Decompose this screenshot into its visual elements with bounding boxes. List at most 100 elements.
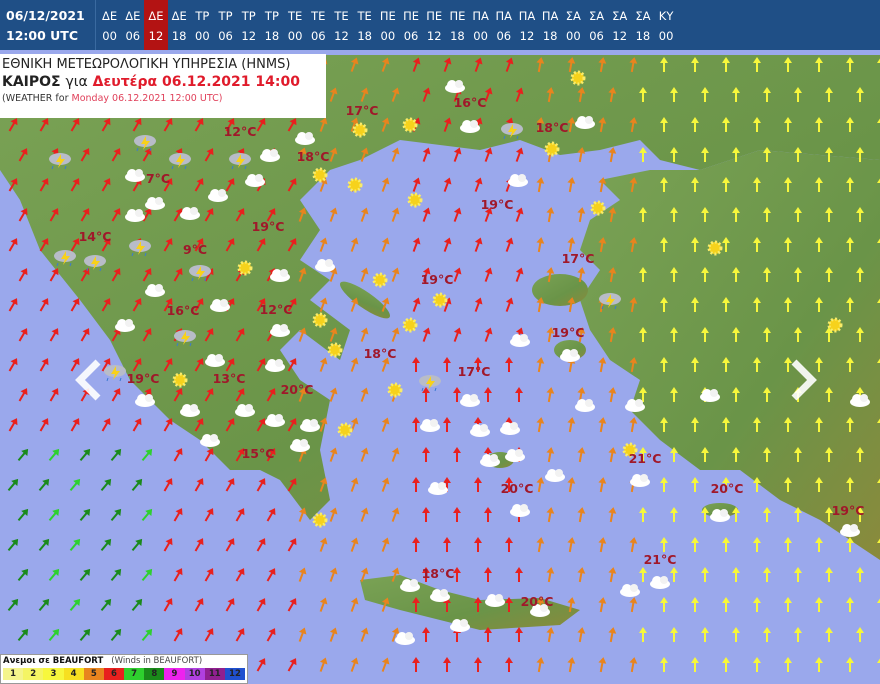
wind-arrow [256,538,266,552]
time-step[interactable]: ΔΕ 06 [121,0,144,50]
step-hour: 06 [125,29,141,43]
wind-arrow [173,388,183,402]
wind-arrow [287,538,297,552]
time-step[interactable]: ΤΕ 12 [330,0,353,50]
wind-arrow [235,508,245,522]
sun-icon [312,512,328,528]
wind-arrow [660,417,668,432]
wind-arrow [350,657,359,672]
wind-arrow [484,87,493,102]
cloud-icon [270,269,290,282]
wind-arrow [825,387,833,402]
wind-arrow [484,507,492,522]
chevron-left-icon [75,359,101,401]
wind-arrow [670,327,678,342]
cloud-icon [125,169,145,182]
step-day: ΔΕ [102,9,118,23]
time-step[interactable]: ΣΑ 00 [562,0,585,50]
sun-icon [402,317,418,333]
step-hour: 00 [380,29,396,43]
wind-arrow [598,477,607,493]
forecast-heading: ΚΑΙΡΟΣ για Δευτέρα 06.12.2021 14:00 [2,74,326,90]
wind-arrow [100,478,112,492]
forecast-english: (WEATHER for Monday 06.12.2021 12:00 UTC… [2,93,326,104]
wind-arrow [598,357,607,373]
time-step[interactable]: ΠΕ 00 [376,0,399,50]
wind-arrow [474,237,483,252]
wind-arrow [142,268,152,282]
wind-arrow [732,87,740,102]
wind-arrow [287,418,297,432]
wind-arrow [701,507,709,522]
time-step[interactable]: ΔΕ 12 [144,0,168,50]
time-step[interactable]: ΔΕ 00 [98,0,121,50]
step-hour: 06 [589,29,604,43]
wind-arrow [225,598,235,612]
wind-arrow [422,87,431,102]
wind-arrow [173,448,183,462]
wind-arrow [266,208,276,222]
wind-arrow [515,87,524,102]
wind-arrow [453,567,461,582]
wind-arrow [360,627,369,642]
time-step[interactable]: ΤΡ 00 [191,0,214,50]
wind-arrow [163,358,173,372]
wind-arrow [256,598,266,612]
time-step[interactable]: ΣΑ 18 [631,0,654,50]
time-step[interactable]: ΤΕ 00 [284,0,307,50]
cloud-icon [180,404,200,417]
time-step[interactable]: ΤΕ 06 [307,0,330,50]
cloud-icon [265,359,285,372]
time-step[interactable]: ΠΕ 06 [399,0,422,50]
thunderstorm-icon [84,255,106,272]
time-step[interactable]: ΠΑ 12 [515,0,538,50]
time-step[interactable]: ΠΑ 00 [469,0,492,50]
time-step[interactable]: ΤΡ 18 [260,0,283,50]
cloud-icon [235,404,255,417]
time-step[interactable]: ΠΑ 18 [539,0,562,50]
time-step[interactable]: ΤΡ 06 [214,0,237,50]
cloud-icon [575,116,595,129]
wind-arrow [391,87,400,102]
time-step[interactable]: ΔΕ 18 [168,0,191,50]
time-step[interactable]: ΤΡ 12 [237,0,260,50]
wind-arrow [567,177,576,193]
wind-arrow [670,207,678,222]
wind-arrow [329,267,338,282]
time-step[interactable]: ΣΑ 12 [608,0,631,50]
wind-arrow [846,177,854,192]
wind-arrow [350,237,359,252]
cloud-icon [620,584,640,597]
time-step[interactable]: ΚΥ 00 [655,0,678,50]
time-step[interactable]: ΠΕ 18 [446,0,469,50]
wind-arrow [639,567,647,582]
wind-arrow [194,598,204,612]
step-day: ΤΡ [195,9,210,23]
wind-arrow [391,567,400,582]
time-step[interactable]: ΠΑ 06 [492,0,515,50]
prev-button[interactable] [72,358,106,402]
cloud-icon [445,80,465,93]
wind-arrow [443,117,452,132]
step-day: ΠΑ [541,9,559,23]
wind-arrow [329,207,338,222]
time-step[interactable]: ΤΕ 18 [353,0,376,50]
wind-arrow [225,418,235,432]
wind-arrow [298,327,307,342]
thunderstorm-icon [134,135,156,152]
wind-arrow [536,657,545,673]
wind-arrow [225,538,235,552]
wind-arrow [815,177,823,192]
wind-arrow [660,657,668,672]
wind-arrow [577,327,586,343]
next-button[interactable] [786,358,820,402]
sun-icon [707,240,723,256]
time-step[interactable]: ΣΑ 06 [585,0,608,50]
wind-arrow [235,628,245,642]
wind-arrow [319,477,328,492]
wind-arrow [266,508,276,522]
wind-arrow [701,147,709,162]
wind-arrow [825,87,833,102]
time-step[interactable]: ΠΕ 12 [423,0,446,50]
wind-arrow [360,147,369,162]
